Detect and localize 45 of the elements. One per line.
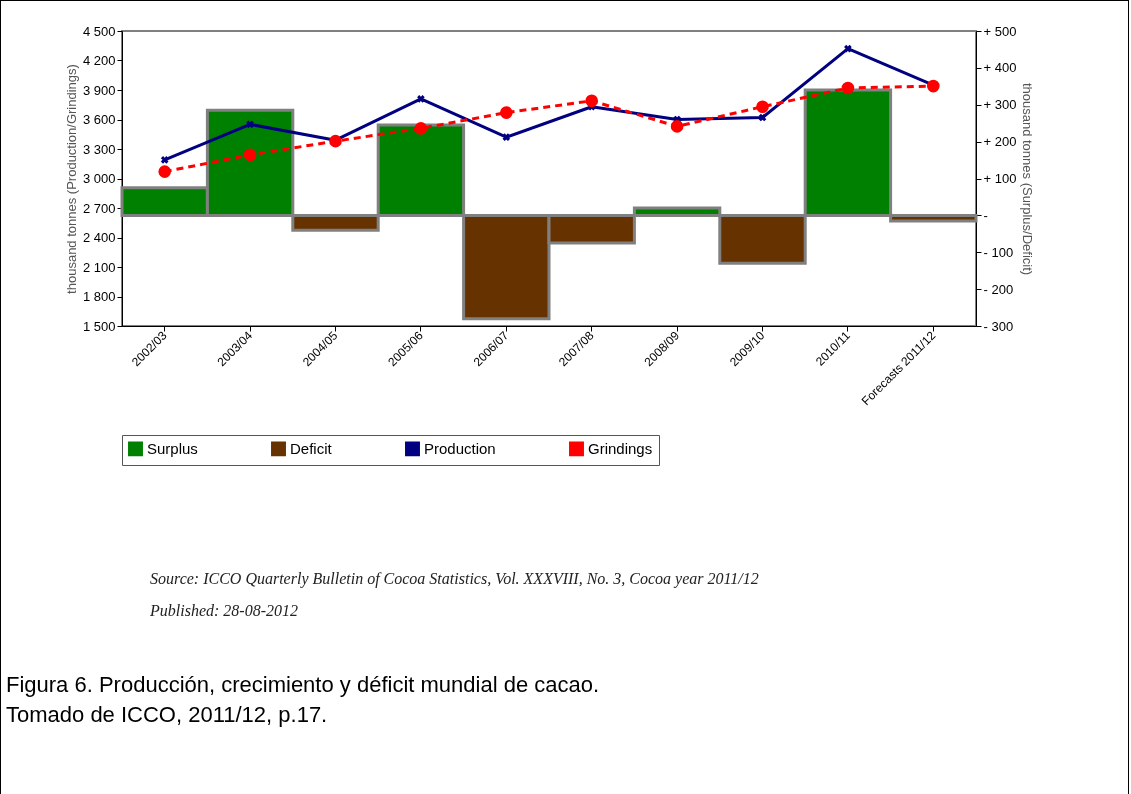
y-tick-label: 3 300 (82, 141, 116, 157)
y-tick-label: 2 700 (82, 200, 116, 216)
y2-tick-label: + 100 (983, 171, 1017, 186)
text: Figura 6. Producción, crecimiento y déficit mundial de cacao. (6, 671, 601, 699)
y-axis-title: thousand tonnes (Production/Grindings) (63, 64, 79, 294)
point (160, 155, 169, 164)
y2-tick-label: + 400 (983, 60, 1017, 76)
y2-tick-label: - 100 (983, 244, 1014, 260)
legend-label: Surplus (147, 439, 198, 457)
y2-tick-label: - 300 (983, 318, 1014, 334)
legend-label: Deficit (290, 439, 333, 457)
y2-tick-label: + 200 (983, 134, 1017, 150)
point (243, 148, 257, 162)
y-tick-label: 4 500 (82, 23, 116, 39)
point (758, 113, 767, 122)
point (756, 100, 769, 114)
y-tick-label: 1 500 (82, 318, 116, 334)
y2-tick-label: + 300 (983, 97, 1017, 113)
y-tick-label: 3 000 (82, 171, 116, 186)
y-tick-label: 3 600 (82, 112, 116, 127)
text: Tomado de ICCO, 2011/12, p.17. (6, 701, 329, 729)
source-note: Source: ICCO Quarterly Bulletin of Cocoa Statistics, Vol. XXXVIII, No. 3, Cocoa year 2011/12 (150, 570, 760, 588)
y-tick-label: 3 900 (82, 82, 116, 98)
point (158, 165, 172, 178)
point (417, 95, 425, 103)
y-tick-label: 2 400 (82, 230, 116, 245)
point (329, 134, 342, 148)
y2-tick-label: + 500 (983, 23, 1017, 39)
y-tick-label: 1 800 (82, 289, 116, 304)
point (499, 106, 513, 119)
point (844, 44, 852, 53)
point (502, 133, 511, 142)
y-tick-label: 2 100 (82, 259, 116, 275)
point (414, 122, 428, 135)
legend-label: Grindings (588, 439, 653, 457)
point (585, 94, 599, 108)
point (670, 120, 684, 133)
y2-tick-label: - (983, 207, 988, 223)
text: Published: 28-08-2012 (150, 602, 299, 620)
y-tick-label: 4 200 (82, 53, 116, 68)
y2-tick-label: - 200 (983, 281, 1014, 297)
point (841, 81, 855, 95)
legend-label: Production (424, 439, 496, 457)
y2-axis-title: thousand tonnes (Surplus/Deficit) (1020, 82, 1036, 276)
point (926, 79, 940, 93)
